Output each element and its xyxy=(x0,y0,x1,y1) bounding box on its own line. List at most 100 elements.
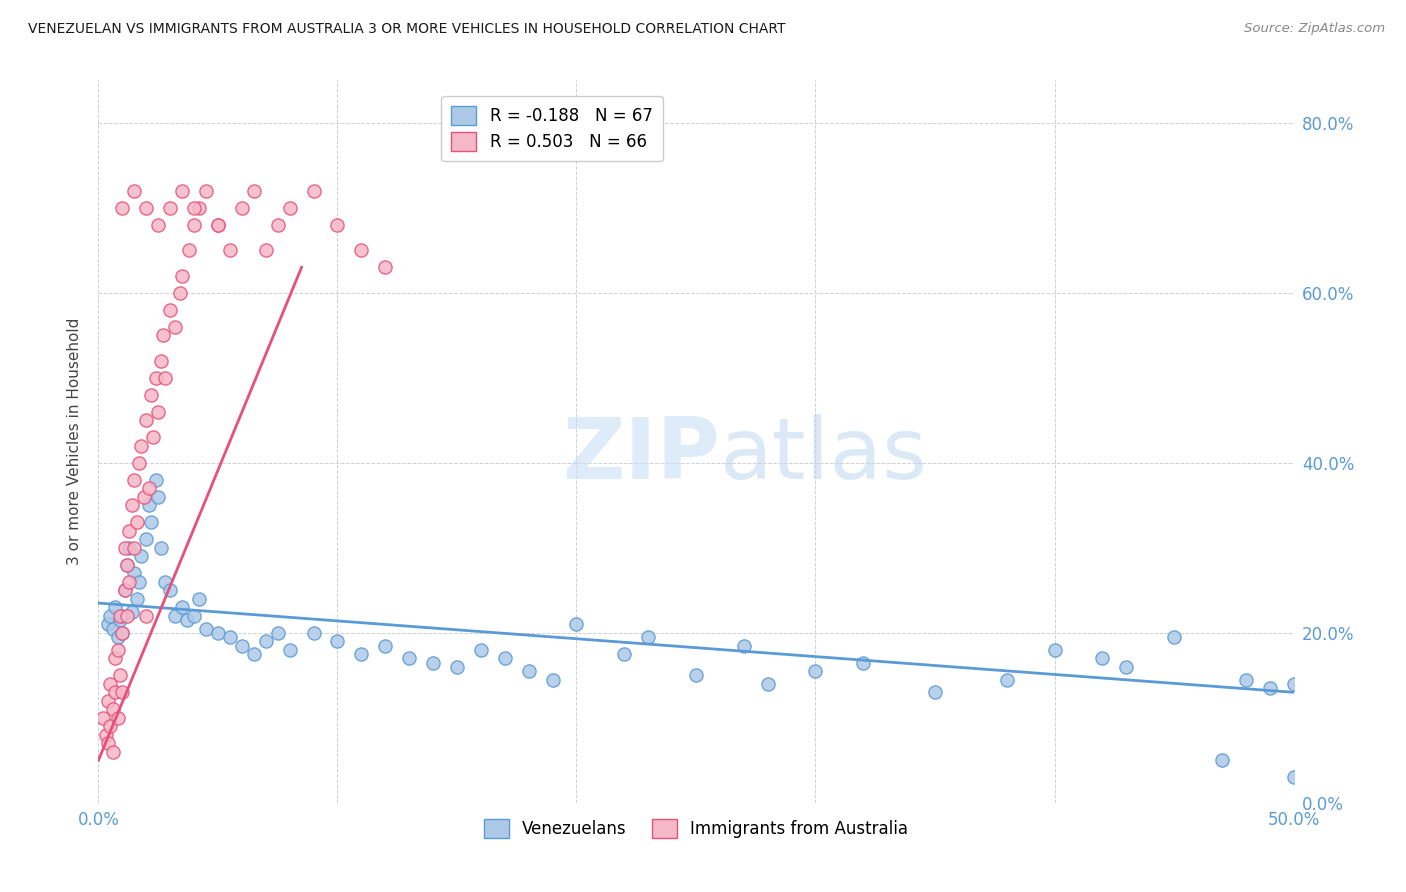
Point xyxy=(101,745,124,759)
Point xyxy=(142,430,165,444)
Point xyxy=(91,711,114,725)
Point xyxy=(104,651,127,665)
Point xyxy=(195,622,218,636)
Point xyxy=(565,617,588,632)
Text: atlas: atlas xyxy=(720,415,928,498)
Point xyxy=(107,630,129,644)
Point xyxy=(125,516,148,530)
Legend: Venezuelans, Immigrants from Australia: Venezuelans, Immigrants from Australia xyxy=(477,813,915,845)
Point xyxy=(1091,651,1114,665)
Point xyxy=(98,677,122,691)
Point xyxy=(107,642,129,657)
Point xyxy=(183,218,205,232)
Point xyxy=(114,583,136,598)
Point xyxy=(97,736,120,750)
Point xyxy=(114,541,136,555)
Point xyxy=(541,673,564,687)
Point xyxy=(278,642,301,657)
Point xyxy=(756,677,779,691)
Point xyxy=(733,639,755,653)
Point xyxy=(139,516,162,530)
Point xyxy=(254,244,277,258)
Point xyxy=(108,608,131,623)
Point xyxy=(231,201,253,215)
Point xyxy=(111,685,134,699)
Point xyxy=(135,413,157,427)
Point xyxy=(163,608,186,623)
Point xyxy=(207,218,229,232)
Point xyxy=(145,473,167,487)
Point xyxy=(1163,630,1185,644)
Point xyxy=(231,639,253,653)
Point xyxy=(111,625,134,640)
Point xyxy=(207,218,229,232)
Point xyxy=(207,625,229,640)
Point xyxy=(148,490,170,504)
Point xyxy=(107,711,129,725)
Point xyxy=(108,613,131,627)
Point xyxy=(131,439,153,453)
Point xyxy=(125,591,148,606)
Point xyxy=(152,328,174,343)
Point xyxy=(111,608,134,623)
Point xyxy=(118,574,141,589)
Point xyxy=(124,566,146,581)
Point xyxy=(1234,673,1257,687)
Point xyxy=(176,613,198,627)
Point xyxy=(104,600,127,615)
Point xyxy=(132,490,155,504)
Point xyxy=(139,388,162,402)
Point xyxy=(101,702,124,716)
Point xyxy=(111,201,134,215)
Point xyxy=(219,630,242,644)
Point xyxy=(172,184,194,198)
Point xyxy=(350,244,373,258)
Point xyxy=(995,673,1018,687)
Point xyxy=(118,541,141,555)
Point xyxy=(155,574,177,589)
Point xyxy=(149,353,172,368)
Point xyxy=(179,244,201,258)
Point xyxy=(131,549,153,564)
Point xyxy=(172,600,194,615)
Point xyxy=(159,302,181,317)
Point xyxy=(254,634,277,648)
Point xyxy=(470,642,492,657)
Point xyxy=(114,583,136,598)
Point xyxy=(115,608,138,623)
Point xyxy=(219,244,242,258)
Point xyxy=(135,608,157,623)
Point xyxy=(374,639,396,653)
Point xyxy=(149,541,172,555)
Point xyxy=(187,201,209,215)
Point xyxy=(138,481,160,495)
Point xyxy=(155,371,177,385)
Point xyxy=(1115,660,1137,674)
Point xyxy=(121,498,143,512)
Point xyxy=(124,184,146,198)
Text: ZIP: ZIP xyxy=(562,415,720,498)
Point xyxy=(121,605,143,619)
Point xyxy=(97,617,120,632)
Text: Source: ZipAtlas.com: Source: ZipAtlas.com xyxy=(1244,22,1385,36)
Point xyxy=(108,668,131,682)
Point xyxy=(350,647,373,661)
Point xyxy=(1258,681,1281,695)
Text: VENEZUELAN VS IMMIGRANTS FROM AUSTRALIA 3 OR MORE VEHICLES IN HOUSEHOLD CORRELAT: VENEZUELAN VS IMMIGRANTS FROM AUSTRALIA … xyxy=(28,22,786,37)
Point xyxy=(243,184,266,198)
Point xyxy=(128,574,150,589)
Point xyxy=(145,371,167,385)
Point xyxy=(685,668,707,682)
Point xyxy=(1211,753,1233,767)
Point xyxy=(494,651,516,665)
Point xyxy=(326,634,349,648)
Point xyxy=(278,201,301,215)
Point xyxy=(852,656,875,670)
Point xyxy=(422,656,444,670)
Point xyxy=(98,608,122,623)
Point xyxy=(124,541,146,555)
Point xyxy=(104,685,127,699)
Point xyxy=(135,201,157,215)
Point xyxy=(326,218,349,232)
Y-axis label: 3 or more Vehicles in Household: 3 or more Vehicles in Household xyxy=(67,318,83,566)
